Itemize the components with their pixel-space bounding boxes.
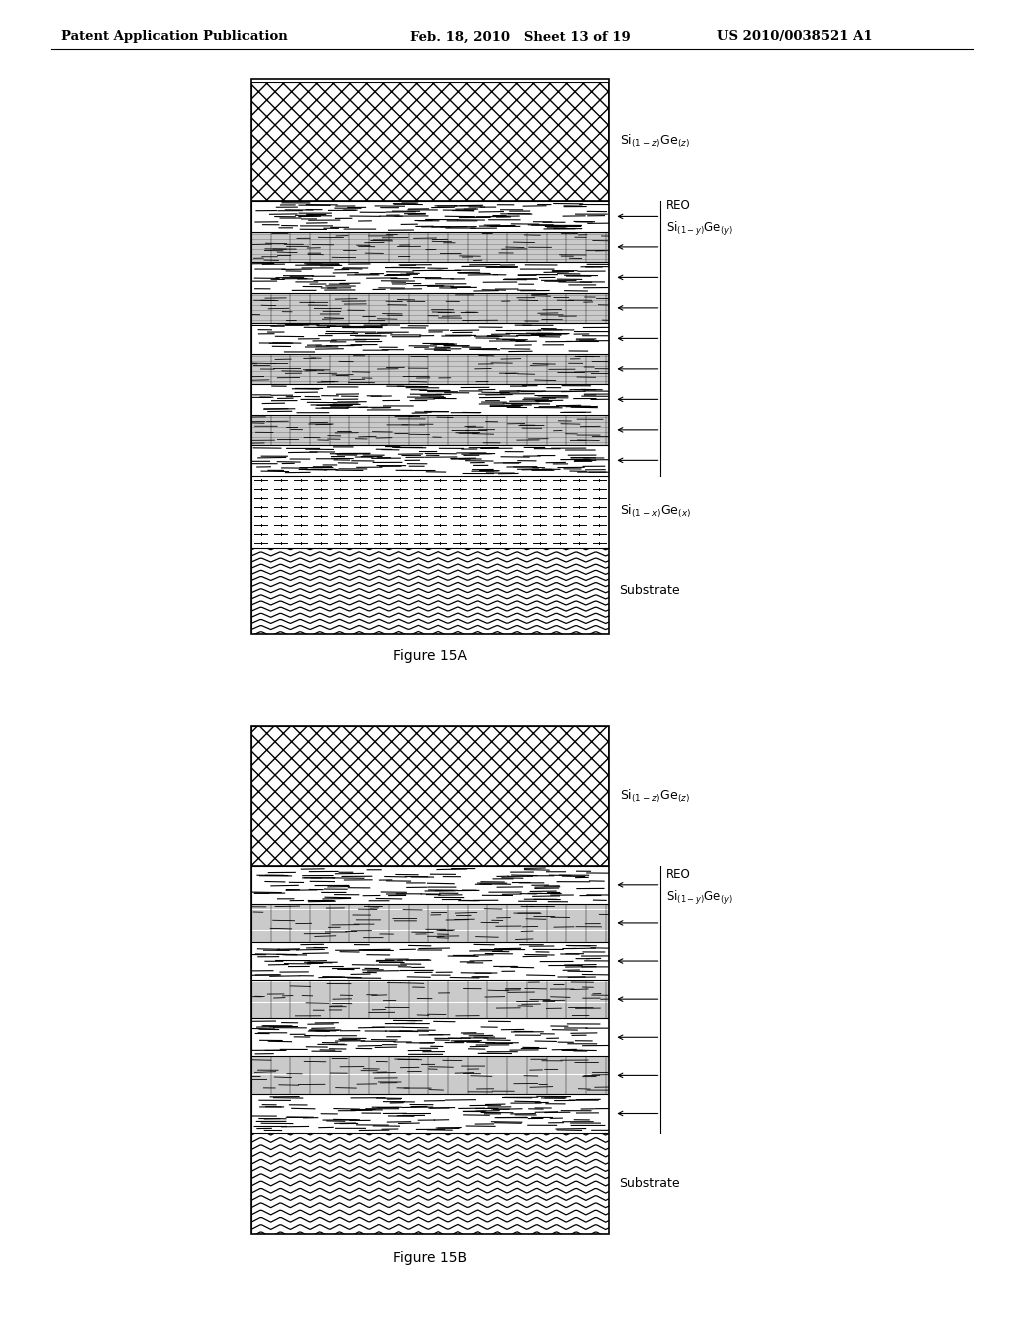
Text: REO: REO <box>666 867 690 880</box>
Text: Si$_{(1-z)}$Ge$_{(z)}$: Si$_{(1-z)}$Ge$_{(z)}$ <box>620 787 689 805</box>
Text: US 2010/0038521 A1: US 2010/0038521 A1 <box>717 30 872 44</box>
Text: Si$_{(1-x)}$Ge$_{(x)}$: Si$_{(1-x)}$Ge$_{(x)}$ <box>620 503 690 520</box>
Text: Figure 15A: Figure 15A <box>393 649 467 664</box>
Text: Si$_{(1-z)}$Ge$_{(z)}$: Si$_{(1-z)}$Ge$_{(z)}$ <box>620 133 689 150</box>
Text: REO: REO <box>666 199 690 213</box>
Text: Substrate: Substrate <box>620 585 680 597</box>
Text: Figure 15B: Figure 15B <box>393 1251 467 1266</box>
Text: Patent Application Publication: Patent Application Publication <box>61 30 288 44</box>
Text: Si$_{(1-y)}$Ge$_{(y)}$: Si$_{(1-y)}$Ge$_{(y)}$ <box>666 888 732 907</box>
Text: Substrate: Substrate <box>620 1177 680 1189</box>
Text: Feb. 18, 2010   Sheet 13 of 19: Feb. 18, 2010 Sheet 13 of 19 <box>410 30 631 44</box>
Text: Si$_{(1-y)}$Ge$_{(y)}$: Si$_{(1-y)}$Ge$_{(y)}$ <box>666 220 732 239</box>
